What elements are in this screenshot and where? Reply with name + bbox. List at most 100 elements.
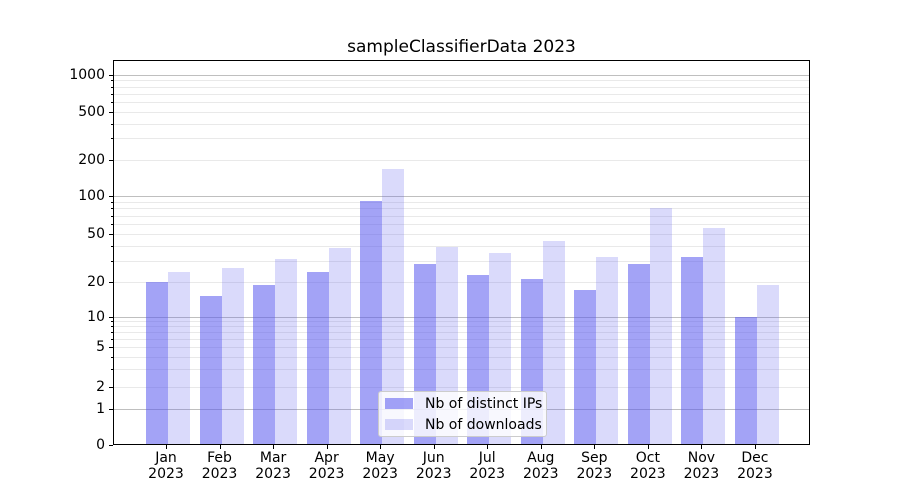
x-tick-month: Jul	[478, 450, 496, 466]
bar-distinct-ips	[360, 200, 383, 444]
x-tick-year: 2023	[576, 466, 613, 482]
y-minor-tick-mark	[111, 234, 113, 235]
bar-downloads	[703, 227, 726, 444]
y-minor-tick-mark	[111, 282, 113, 283]
x-tick-label: Jun 2023	[404, 450, 464, 482]
gridline-minor	[114, 260, 809, 262]
x-tick-month: Aug	[527, 450, 555, 466]
y-minor-tick-mark	[111, 123, 113, 125]
x-tick-label: Oct 2023	[618, 450, 678, 482]
y-tick-mark	[109, 316, 113, 318]
x-tick-month: Apr	[314, 450, 339, 466]
x-tick-year: 2023	[522, 466, 559, 482]
x-tick-mark	[433, 445, 435, 449]
gridline-minor	[114, 245, 809, 247]
gridline-major	[114, 316, 809, 318]
x-tick-mark	[380, 445, 382, 449]
chart-title: sampleClassifierData 2023	[347, 37, 576, 57]
y-tick-mark	[109, 196, 113, 197]
x-tick-year: 2023	[362, 466, 398, 482]
gridline-minor	[114, 86, 809, 88]
gridline-minor	[114, 356, 809, 358]
y-tick-mark	[109, 409, 113, 410]
x-tick-month: Dec	[741, 450, 769, 466]
gridline-minor	[114, 201, 809, 203]
y-minor-tick-mark	[111, 332, 113, 334]
bar-distinct-ips	[627, 264, 650, 444]
x-tick-label: Nov 2023	[671, 450, 731, 482]
y-minor-tick-mark	[111, 138, 113, 140]
y-minor-tick-mark	[111, 356, 113, 358]
y-minor-tick-mark	[111, 369, 113, 371]
legend-swatch-downloads	[385, 419, 413, 430]
legend-label-distinct-ips: Nb of distinct IPs	[425, 395, 543, 412]
x-tick-mark	[326, 445, 328, 449]
bar-distinct-ips	[306, 272, 329, 444]
legend-item-downloads: Nb of downloads	[385, 414, 546, 435]
y-minor-tick-mark	[111, 386, 113, 388]
gridline-minor	[114, 215, 809, 217]
x-tick-label: Feb 2023	[190, 450, 250, 482]
x-tick-mark	[594, 445, 596, 449]
bar-downloads	[756, 284, 779, 444]
y-tick-label: 1000	[69, 66, 105, 83]
y-minor-tick-mark	[111, 86, 113, 88]
y-minor-tick-mark	[111, 224, 113, 225]
legend: Nb of distinct IPs Nb of downloads	[378, 391, 547, 437]
x-tick-year: 2023	[255, 466, 291, 482]
bar-distinct-ips	[199, 296, 222, 444]
y-minor-tick-mark	[111, 80, 113, 82]
bar-distinct-ips	[734, 316, 757, 444]
x-tick-mark	[166, 445, 167, 449]
gridline-minor	[114, 123, 809, 125]
bar-distinct-ips	[681, 257, 704, 444]
x-tick-label: Sep 2023	[564, 450, 624, 482]
gridline-minor	[114, 347, 809, 348]
y-tick-label: 20	[87, 274, 105, 290]
y-minor-tick-mark	[111, 321, 113, 323]
x-tick-mark	[754, 445, 756, 449]
x-tick-label: Mar 2023	[243, 450, 303, 482]
y-tick-label: 50	[87, 226, 105, 242]
x-tick-mark	[701, 445, 703, 449]
bar-distinct-ips	[574, 290, 597, 444]
x-tick-year: 2023	[630, 466, 666, 482]
gridline-minor	[114, 369, 809, 371]
x-tick-mark	[647, 445, 649, 449]
gridline-minor	[114, 332, 809, 334]
y-minor-tick-mark	[111, 93, 113, 95]
x-tick-year: 2023	[308, 466, 345, 482]
bar-distinct-ips	[253, 284, 276, 444]
gridline-minor	[114, 93, 809, 95]
x-tick-month: Oct	[635, 450, 660, 466]
y-tick-label: 200	[78, 151, 105, 168]
gridline-minor	[114, 234, 809, 235]
y-minor-tick-mark	[111, 159, 113, 161]
y-minor-tick-mark	[111, 215, 113, 217]
gridline-minor	[114, 326, 809, 328]
y-tick-label: 5	[96, 339, 105, 355]
y-tick-label: 0	[96, 436, 105, 453]
x-tick-year: 2023	[737, 466, 773, 482]
y-minor-tick-mark	[111, 112, 113, 113]
legend-item-distinct-ips: Nb of distinct IPs	[385, 393, 546, 414]
x-tick-mark	[487, 445, 489, 449]
y-tick-label: 2	[96, 378, 105, 395]
y-minor-tick-mark	[111, 338, 113, 340]
bar-downloads	[542, 240, 565, 444]
x-tick-year: 2023	[201, 466, 238, 482]
bar-downloads	[168, 272, 190, 444]
y-minor-tick-mark	[111, 102, 113, 104]
gridline-minor	[114, 338, 809, 340]
plot-area	[113, 60, 810, 445]
x-tick-label: Aug 2023	[511, 450, 571, 482]
gridline-minor	[114, 102, 809, 104]
x-tick-year: 2023	[148, 466, 184, 482]
bar-downloads	[382, 168, 405, 444]
x-tick-year: 2023	[469, 466, 506, 482]
bar-downloads	[328, 248, 351, 444]
y-minor-tick-mark	[111, 245, 113, 247]
bar-downloads	[275, 259, 298, 444]
x-tick-label: May 2023	[350, 450, 410, 482]
